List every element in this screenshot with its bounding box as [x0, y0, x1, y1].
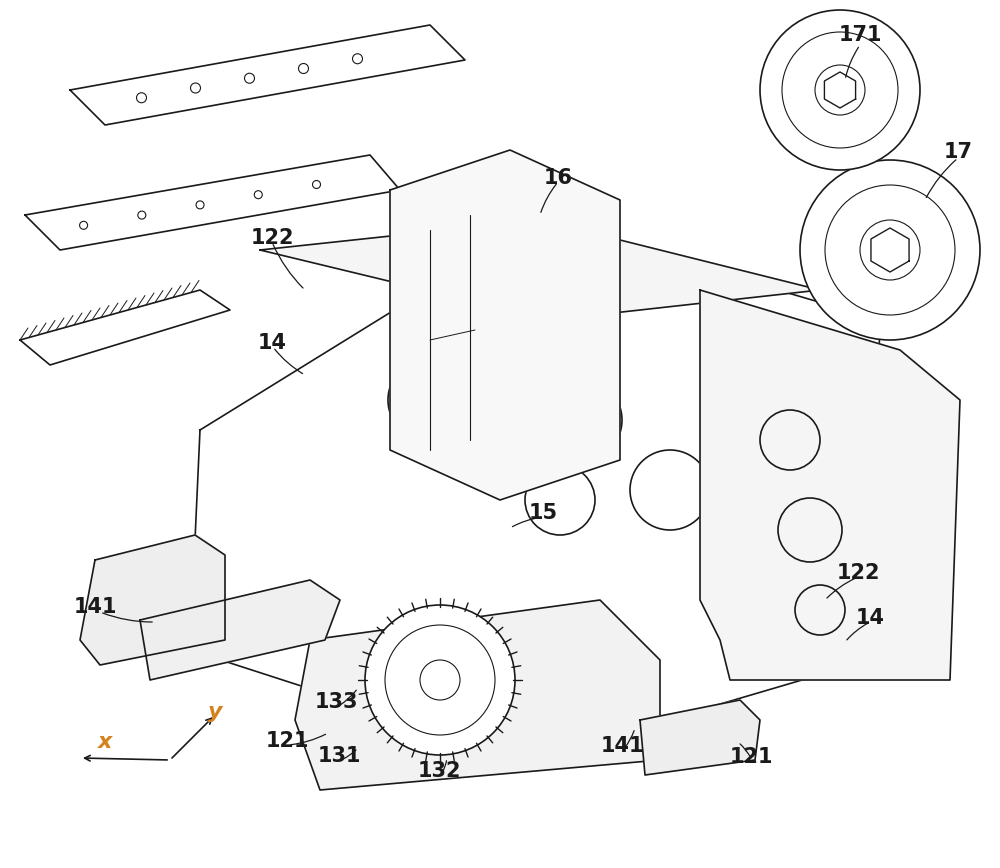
Circle shape — [800, 160, 980, 340]
Polygon shape — [80, 535, 225, 665]
Polygon shape — [70, 25, 465, 125]
Text: 131: 131 — [317, 746, 361, 766]
Text: 121: 121 — [729, 747, 773, 767]
Text: 122: 122 — [836, 563, 880, 583]
Text: 141: 141 — [73, 597, 117, 617]
Circle shape — [760, 10, 920, 170]
Text: 14: 14 — [258, 333, 287, 353]
Polygon shape — [25, 155, 400, 250]
Circle shape — [365, 605, 515, 755]
Text: x: x — [98, 732, 112, 752]
Text: 171: 171 — [838, 25, 882, 45]
Text: 121: 121 — [265, 731, 309, 751]
Polygon shape — [190, 220, 880, 760]
Polygon shape — [295, 600, 660, 790]
Text: 122: 122 — [250, 228, 294, 248]
Text: 16: 16 — [544, 168, 572, 188]
Polygon shape — [140, 580, 340, 680]
Polygon shape — [700, 290, 960, 680]
Text: 132: 132 — [417, 761, 461, 781]
Polygon shape — [260, 220, 820, 320]
Polygon shape — [20, 290, 230, 365]
Text: 17: 17 — [944, 142, 972, 162]
Polygon shape — [390, 150, 620, 500]
Text: 141: 141 — [600, 736, 644, 756]
Polygon shape — [640, 700, 760, 775]
Text: 15: 15 — [528, 503, 558, 523]
Text: 133: 133 — [314, 692, 358, 712]
Text: y: y — [208, 702, 222, 722]
Text: 14: 14 — [856, 608, 885, 628]
